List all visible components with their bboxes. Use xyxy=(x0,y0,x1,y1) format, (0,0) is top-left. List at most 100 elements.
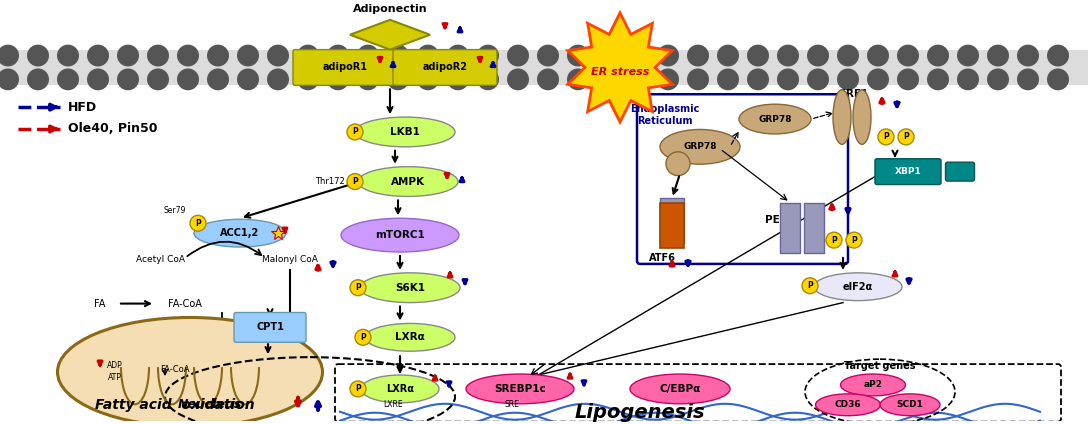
Circle shape xyxy=(657,45,679,67)
Circle shape xyxy=(87,68,109,90)
Text: C/EBPα: C/EBPα xyxy=(659,384,701,394)
Text: GRP78: GRP78 xyxy=(683,142,717,151)
Ellipse shape xyxy=(341,218,459,252)
Circle shape xyxy=(597,45,619,67)
Circle shape xyxy=(0,45,18,67)
Circle shape xyxy=(297,45,319,67)
Circle shape xyxy=(447,68,469,90)
Text: P: P xyxy=(353,177,358,186)
Text: ATP: ATP xyxy=(108,373,122,382)
Text: eIF2α: eIF2α xyxy=(843,282,874,292)
Circle shape xyxy=(957,68,979,90)
Circle shape xyxy=(867,68,889,90)
Circle shape xyxy=(347,173,363,190)
Circle shape xyxy=(207,68,228,90)
Circle shape xyxy=(567,45,589,67)
Text: Lipogenesis: Lipogenesis xyxy=(574,403,705,422)
Circle shape xyxy=(627,45,650,67)
Circle shape xyxy=(177,68,199,90)
Text: LKB1: LKB1 xyxy=(391,127,420,137)
Circle shape xyxy=(27,45,49,67)
Circle shape xyxy=(387,45,409,67)
Text: P: P xyxy=(353,128,358,137)
Circle shape xyxy=(627,68,650,90)
Circle shape xyxy=(447,45,469,67)
Circle shape xyxy=(507,68,529,90)
Text: adipoR1: adipoR1 xyxy=(322,62,368,73)
Bar xyxy=(780,204,800,253)
Text: P: P xyxy=(195,219,201,228)
Text: SREBP1c: SREBP1c xyxy=(494,384,546,394)
Text: IRE1: IRE1 xyxy=(842,89,868,99)
Ellipse shape xyxy=(833,90,851,144)
Circle shape xyxy=(777,45,799,67)
Text: Fatty acid  oxidation: Fatty acid oxidation xyxy=(95,398,255,412)
Text: FA-CoA: FA-CoA xyxy=(168,298,202,309)
Bar xyxy=(804,204,824,253)
Circle shape xyxy=(807,68,829,90)
Text: FA: FA xyxy=(95,298,106,309)
Text: P: P xyxy=(360,333,366,342)
Text: mTORC1: mTORC1 xyxy=(375,230,425,240)
Text: Malonyl CoA: Malonyl CoA xyxy=(262,255,318,265)
Ellipse shape xyxy=(660,129,740,164)
Ellipse shape xyxy=(466,374,574,404)
Circle shape xyxy=(837,68,860,90)
Circle shape xyxy=(898,129,914,145)
Circle shape xyxy=(357,45,379,67)
Circle shape xyxy=(987,68,1009,90)
Text: P: P xyxy=(355,283,361,292)
Circle shape xyxy=(118,45,139,67)
FancyBboxPatch shape xyxy=(234,312,306,342)
Circle shape xyxy=(717,68,739,90)
Text: Thr172: Thr172 xyxy=(316,177,345,186)
Circle shape xyxy=(177,45,199,67)
Circle shape xyxy=(878,129,894,145)
Ellipse shape xyxy=(841,374,905,396)
Text: Endoplasmic: Endoplasmic xyxy=(630,104,700,114)
FancyBboxPatch shape xyxy=(293,50,397,85)
Circle shape xyxy=(987,45,1009,67)
Circle shape xyxy=(347,124,363,140)
Text: ER stress: ER stress xyxy=(591,67,650,78)
Text: P: P xyxy=(355,385,361,393)
Text: Neucleus: Neucleus xyxy=(177,398,243,411)
Circle shape xyxy=(537,68,559,90)
Text: Reticulum: Reticulum xyxy=(638,116,693,126)
Ellipse shape xyxy=(364,324,455,351)
Circle shape xyxy=(846,232,862,248)
Polygon shape xyxy=(350,20,430,50)
Circle shape xyxy=(417,68,438,90)
Circle shape xyxy=(837,45,860,67)
Text: GRP78: GRP78 xyxy=(758,114,792,123)
Circle shape xyxy=(355,329,371,345)
Circle shape xyxy=(597,68,619,90)
Circle shape xyxy=(237,68,259,90)
Text: Acetyl CoA: Acetyl CoA xyxy=(136,255,185,265)
Polygon shape xyxy=(568,13,672,122)
Ellipse shape xyxy=(880,394,940,416)
Circle shape xyxy=(507,45,529,67)
Ellipse shape xyxy=(361,375,438,403)
Text: adipoR2: adipoR2 xyxy=(422,62,468,73)
Text: Target genes: Target genes xyxy=(844,361,916,371)
Circle shape xyxy=(207,45,228,67)
FancyBboxPatch shape xyxy=(875,159,941,184)
Circle shape xyxy=(1047,68,1070,90)
Ellipse shape xyxy=(739,104,811,134)
FancyBboxPatch shape xyxy=(393,50,497,85)
Circle shape xyxy=(666,152,690,176)
Circle shape xyxy=(567,68,589,90)
Circle shape xyxy=(147,45,169,67)
Text: SRE: SRE xyxy=(505,400,519,409)
Circle shape xyxy=(807,45,829,67)
Circle shape xyxy=(717,45,739,67)
Circle shape xyxy=(297,68,319,90)
Circle shape xyxy=(897,68,919,90)
Text: LXRα: LXRα xyxy=(386,384,415,394)
Circle shape xyxy=(927,68,949,90)
Text: Ole40, Pin50: Ole40, Pin50 xyxy=(67,123,158,136)
Text: CPT1: CPT1 xyxy=(256,322,284,332)
Text: P: P xyxy=(831,236,837,245)
Text: ADP: ADP xyxy=(107,360,123,370)
